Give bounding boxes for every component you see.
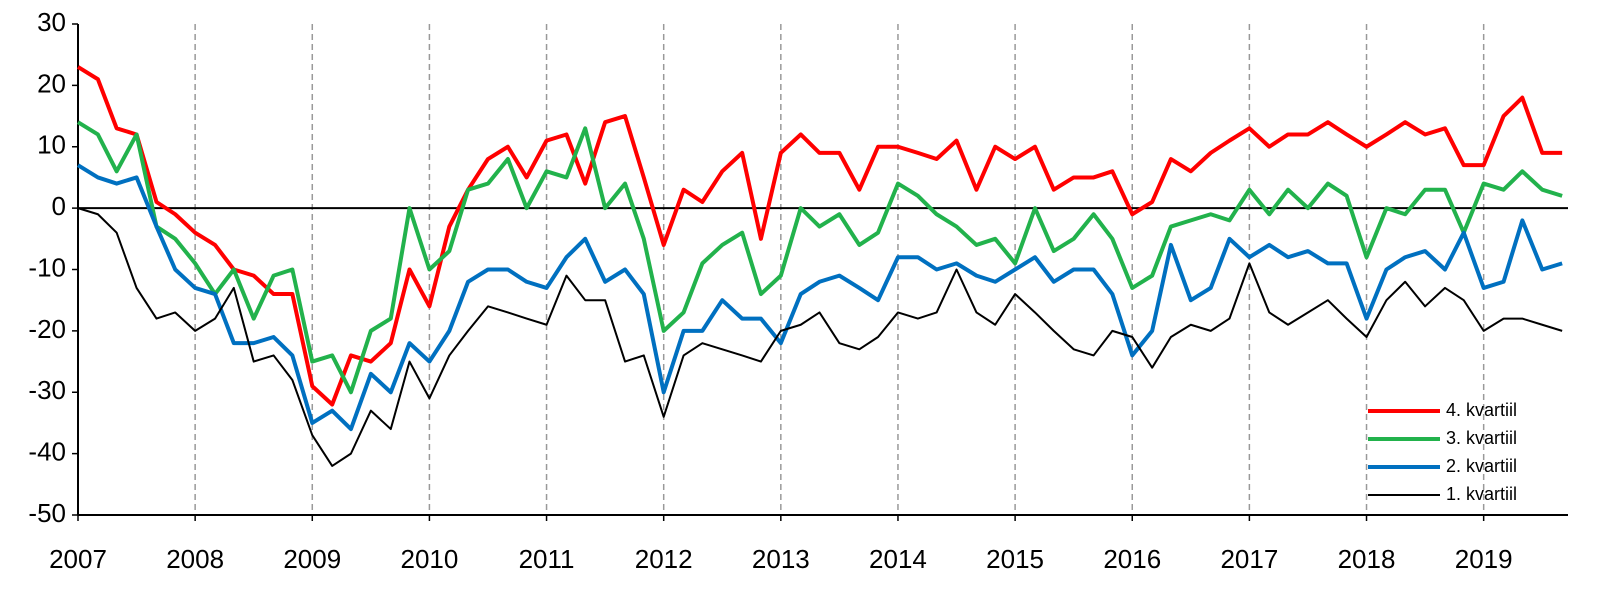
x-tick-label: 2007	[49, 544, 107, 574]
y-tick-label: 0	[52, 191, 66, 221]
legend-label: 4. kvartiil	[1446, 400, 1517, 420]
y-tick-label: -40	[28, 437, 66, 467]
x-tick-label: 2016	[1103, 544, 1161, 574]
legend-label: 2. kvartiil	[1446, 456, 1517, 476]
x-tick-label: 2012	[635, 544, 693, 574]
series-line	[76, 65, 1563, 407]
x-tick-label: 2017	[1220, 544, 1278, 574]
legend-label: 3. kvartiil	[1446, 428, 1517, 448]
legend-label: 1. kvartiil	[1446, 484, 1517, 504]
y-tick-label: 20	[37, 68, 66, 98]
x-tick-label: 2014	[869, 544, 927, 574]
x-tick-label: 2008	[166, 544, 224, 574]
x-tick-label: 2011	[519, 544, 575, 574]
series-line	[77, 207, 1563, 467]
y-tick-label: 10	[37, 130, 66, 160]
y-tick-label: -20	[28, 314, 66, 344]
y-tick-label: -30	[28, 375, 66, 405]
x-tick-label: 2010	[400, 544, 458, 574]
x-tick-label: 2019	[1455, 544, 1513, 574]
y-tick-label: -10	[28, 252, 66, 282]
x-tick-label: 2018	[1338, 544, 1396, 574]
x-tick-label: 2013	[752, 544, 810, 574]
x-tick-label: 2015	[986, 544, 1044, 574]
series-line	[76, 120, 1563, 395]
series-line	[76, 163, 1563, 432]
y-tick-label: -50	[28, 498, 66, 528]
x-tick-label: 2009	[283, 544, 341, 574]
y-tick-label: 30	[37, 7, 66, 37]
